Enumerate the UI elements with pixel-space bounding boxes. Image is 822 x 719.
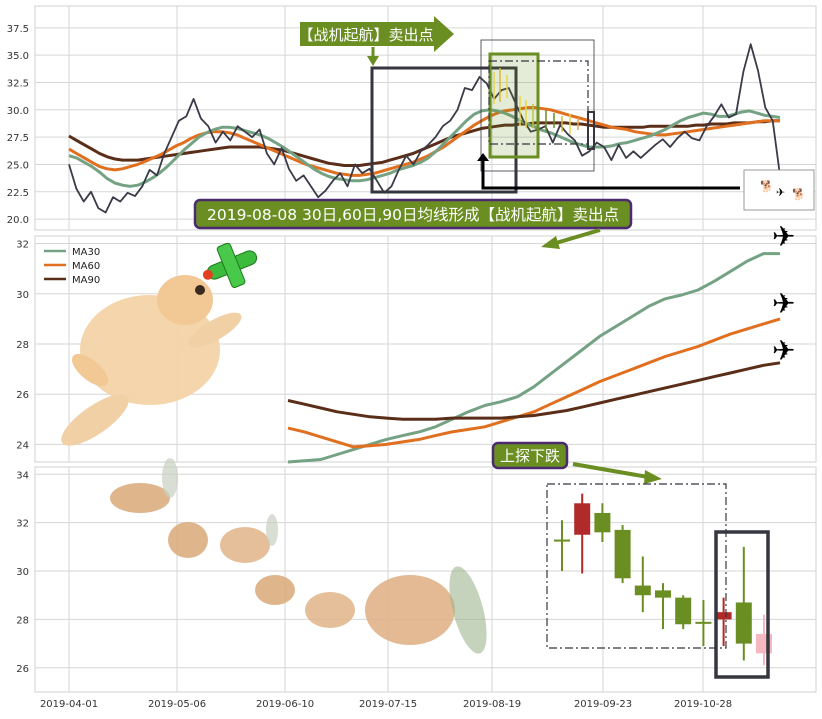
candle-body (675, 597, 692, 625)
green-zone-box (488, 52, 540, 159)
xtick-label: 2019-06-10 (256, 699, 314, 710)
ytick-label: 26 (16, 664, 29, 675)
sell-point-label: 【战机起航】卖出点 (298, 26, 433, 44)
ma60-line (287, 317, 781, 449)
dashdot-box (488, 60, 589, 145)
ytick-label: 27.5 (7, 133, 29, 144)
legend-label: MA90 (72, 275, 100, 286)
ytick-label: 32 (16, 519, 29, 530)
candle-body (554, 539, 570, 542)
ytick-label: 26 (16, 390, 29, 401)
sell-point-arrow-callout: 【战机起航】卖出点 (298, 16, 454, 66)
connector-arrow (481, 159, 740, 190)
ytick-label: 37.5 (7, 24, 29, 35)
svg-text:🐕: 🐕 (760, 180, 774, 193)
candle-dashdot-box (546, 483, 727, 649)
candle-yticks: 26 28 30 32 34 (16, 470, 29, 675)
airplane-icons: ✈ ✈ ✈ (772, 220, 795, 367)
airplane-icon: ✈ (772, 220, 795, 253)
toy-plane-icon (202, 242, 258, 288)
ytick-label: 20.0 (7, 215, 29, 226)
legend: MA30 MA60 MA90 (44, 247, 100, 286)
price-series (68, 43, 781, 214)
candle-body (634, 585, 651, 596)
ytick-label: 25.0 (7, 160, 29, 171)
candle-body (655, 590, 671, 598)
ytick-label: 30.0 (7, 106, 29, 117)
ma30-line (68, 108, 781, 188)
legend-label: MA30 (72, 247, 100, 258)
ytick-label: 22.5 (7, 188, 29, 199)
probe-fall-callout: 上探下跌 (491, 441, 662, 484)
date-banner-text: 2019-08-08 30日,60日,90日均线形成【战机起航】卖出点 (207, 206, 619, 224)
xtick-label: 2019-10-28 (674, 699, 732, 710)
highlight-boxes (370, 39, 740, 194)
thin-frame (480, 39, 595, 172)
ytick-label: 30 (16, 567, 29, 578)
ytick-label: 32 (16, 240, 29, 251)
candle-body (715, 612, 732, 620)
xtick-label: 2019-09-23 (574, 699, 632, 710)
xtick-label: 2019-05-06 (148, 699, 206, 710)
candle-body (735, 602, 752, 644)
sell-zone-box (370, 66, 518, 194)
small-box (587, 111, 595, 150)
candle-body (594, 512, 611, 533)
candle-body (614, 529, 631, 579)
xtick-label: 2019-07-15 (359, 699, 417, 710)
ytick-label: 30 (16, 290, 29, 301)
candle-highlight-box (714, 530, 770, 679)
dogs-illustration (110, 458, 487, 654)
ma60-line (68, 106, 780, 177)
connector-arrowhead (477, 153, 489, 161)
candle-body (574, 503, 591, 535)
ytick-label: 34 (16, 470, 29, 481)
banner-arrow-icon (541, 236, 560, 249)
ma90-line (287, 361, 781, 421)
svg-text:🐕: 🐕 (792, 188, 806, 201)
ma-series (287, 252, 781, 464)
mini-illustration-box: 🐕 ✈ 🐕 (743, 169, 815, 211)
x-axis-labels: 2019-04-01 2019-05-06 2019-06-10 2019-07-15… (40, 699, 732, 710)
ma-yticks: 24 26 28 30 32 (16, 240, 29, 452)
ytick-label: 28 (16, 340, 29, 351)
legend-label: MA60 (72, 261, 100, 272)
ytick-label: 32.5 (7, 78, 29, 89)
mini-candles (493, 68, 579, 134)
down-arrow-icon (367, 56, 379, 66)
svg-text:✈: ✈ (776, 186, 785, 199)
probe-fall-label: 上探下跌 (500, 447, 560, 465)
candle-body (695, 621, 712, 624)
date-banner: 2019-08-08 30日,60日,90日均线形成【战机起航】卖出点 (193, 198, 633, 249)
ytick-label: 28 (16, 615, 29, 626)
price-line (68, 43, 781, 214)
xtick-label: 2019-04-01 (40, 699, 98, 710)
ytick-label: 35.0 (7, 51, 29, 62)
airplane-icon: ✈ (772, 334, 795, 367)
xtick-label: 2019-08-19 (463, 699, 521, 710)
dog-plane-illustration (61, 242, 258, 446)
ytick-label: 24 (16, 440, 29, 451)
price-yticks: 20.0 22.5 25.0 27.5 30.0 32.5 35.0 37.5 (7, 24, 29, 226)
airplane-icon: ✈ (772, 287, 795, 320)
probe-arrow-icon (644, 470, 662, 484)
